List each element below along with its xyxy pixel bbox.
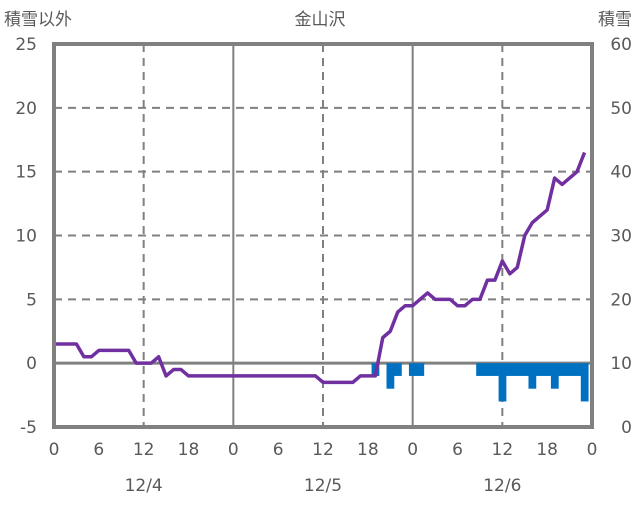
snow-bar — [536, 363, 544, 376]
snow-bar — [521, 363, 529, 376]
x-tick-label: 0 — [407, 440, 418, 460]
snow-bar — [476, 363, 484, 376]
snow-bar — [551, 363, 559, 389]
series-lines — [54, 152, 585, 382]
x-tick-label: 6 — [93, 440, 104, 460]
x-tick-label: 18 — [357, 440, 379, 460]
x-tick-label: 18 — [178, 440, 200, 460]
snow-bar — [514, 363, 522, 376]
snow-bar — [573, 363, 581, 376]
left-tick-label: 20 — [15, 99, 37, 119]
left-tick-label: 25 — [15, 35, 37, 55]
x-tick-label: 12 — [133, 440, 155, 460]
snow-bar — [484, 363, 492, 376]
right-axis-title: 積雪 — [598, 10, 632, 30]
snow-bar — [416, 363, 424, 376]
snow-bar — [581, 363, 589, 401]
snow-bar — [409, 363, 417, 376]
snow-bar — [491, 363, 499, 376]
x-tick-label: 6 — [273, 440, 284, 460]
date-label: 12/5 — [304, 476, 342, 496]
right-tick-label: 50 — [610, 99, 632, 119]
x-tick-label: 0 — [49, 440, 60, 460]
snow-bar — [387, 363, 395, 389]
right-tick-label: 60 — [610, 35, 632, 55]
date-label: 12/4 — [125, 476, 163, 496]
right-tick-label: 0 — [621, 418, 632, 438]
snow-bar — [543, 363, 551, 376]
snow-bar — [394, 363, 402, 376]
date-label: 12/6 — [483, 476, 521, 496]
left-tick-label: -5 — [20, 418, 37, 438]
x-tick-label: 18 — [536, 440, 558, 460]
right-tick-label: 10 — [610, 354, 632, 374]
snow-bar — [506, 363, 514, 376]
x-tick-label: 12 — [312, 440, 334, 460]
right-tick-label: 20 — [610, 290, 632, 310]
snow-bar — [566, 363, 574, 376]
snow-bar — [558, 363, 566, 376]
snow-bar — [499, 363, 507, 401]
left-tick-label: 5 — [26, 290, 37, 310]
right-tick-label: 40 — [610, 163, 632, 183]
x-tick-label: 0 — [587, 440, 598, 460]
line-series — [54, 153, 585, 383]
left-tick-label: 0 — [26, 354, 37, 374]
x-tick-label: 0 — [228, 440, 239, 460]
x-tick-label: 6 — [452, 440, 463, 460]
x-tick-label: 12 — [492, 440, 514, 460]
chart-title: 金山沢 — [295, 10, 346, 30]
left-tick-label: 15 — [15, 163, 37, 183]
snow-bars — [372, 363, 589, 401]
right-tick-label: 30 — [610, 227, 632, 247]
left-tick-label: 10 — [15, 227, 37, 247]
snow-bar — [528, 363, 536, 389]
left-axis-title: 積雪以外 — [4, 10, 72, 30]
